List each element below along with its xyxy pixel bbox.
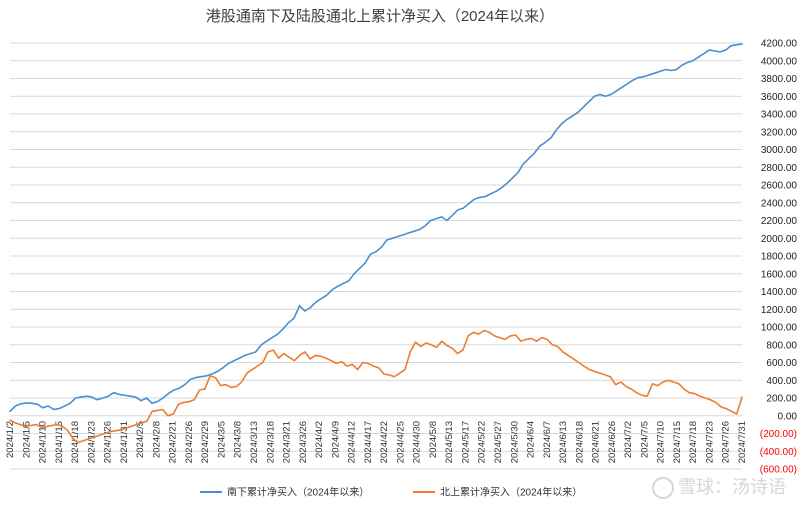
legend-label: 北上累计净买入（2024年以来） [440,486,582,499]
y-tick-label: 2200.00 [761,216,798,227]
x-tick-label: 2024/1/5 [21,421,32,458]
x-tick-label: 2024/7/2 [623,421,634,458]
x-tick-label: 2024/2/21 [168,421,179,463]
x-tick-label: 2024/7/23 [704,421,715,463]
y-tick-label: 4000.00 [761,56,798,67]
chart-title: 港股通南下及陆股通北上累计净买入（2024年以来） [206,8,554,25]
y-tick-label: 2600.00 [761,181,798,192]
x-tick-label: 2024/5/30 [509,421,520,463]
x-tick-label: 2024/1/10 [38,421,49,463]
legend: 南下累计净买入（2024年以来） 北上累计净买入（2024年以来） [200,486,582,499]
x-tick-label: 2024/7/5 [639,421,650,458]
x-tick-label: 2024/6/13 [558,421,569,463]
x-tick-label: 2024/5/8 [428,421,439,458]
x-tick-label: 2024/4/30 [412,421,423,463]
y-tick-label: 3400.00 [761,110,798,121]
y-tick-label: 1400.00 [761,287,798,298]
y-tick-label: 4200.00 [761,39,798,50]
y-tick-label: 400.00 [766,376,797,387]
x-tick-label: 2024/7/18 [688,421,699,463]
x-tick-label: 2024/4/25 [395,421,406,463]
y-tick-label: 1200.00 [761,305,798,316]
y-tick-label: (400.00) [760,447,797,458]
x-tick-label: 2024/2/8 [151,421,162,458]
x-tick-label: 2024/4/12 [347,421,358,463]
snowball-logo-icon [652,477,674,499]
y-tick-label: 1800.00 [761,252,798,263]
y-axis: 4200.00 4000.00 3800.00 3600.00 3400.00 3200.… [760,39,798,476]
y-tick-label: 2400.00 [761,198,798,209]
grid [10,42,742,470]
x-tick-label: 2024/4/2 [314,421,325,458]
y-tick-label: 3600.00 [761,92,798,103]
x-tick-label: 2024/1/26 [103,421,114,463]
x-tick-label: 2024/1/2 [5,421,16,458]
x-tick-label: 2024/1/31 [119,421,130,463]
x-tick-label: 2024/1/23 [86,421,97,463]
y-tick-label: 3200.00 [761,127,798,138]
x-tick-label: 2024/5/22 [477,421,488,463]
x-tick-label: 2024/5/27 [493,421,504,463]
x-tick-label: 2024/7/31 [737,421,748,463]
x-tick-label: 2024/2/5 [135,421,146,458]
x-tick-label: 2024/6/18 [574,421,585,463]
x-tick-label: 2024/4/9 [330,421,341,458]
y-tick-label: 2800.00 [761,163,798,174]
x-tick-label: 2024/6/26 [607,421,618,463]
x-tick-label: 2024/3/8 [233,421,244,458]
x-tick-label: 2024/7/10 [656,421,667,463]
y-tick-label: 0.00 [778,411,798,422]
x-tick-label: 2024/5/13 [444,421,455,463]
x-tick-label: 2024/7/15 [672,421,683,463]
x-tick-label: 2024/6/7 [542,421,553,458]
series-group [9,43,743,444]
x-tick-label: 2024/4/22 [379,421,390,463]
y-tick-label: 1000.00 [761,323,798,334]
x-tick-label: 2024/4/17 [363,421,374,463]
series-southbound-line [9,43,743,413]
x-tick-label: 2024/3/5 [216,421,227,458]
x-tick-label: 2024/2/26 [184,421,195,463]
x-axis: 2024/1/2 2024/1/5 2024/1/10 2024/1/15 2024/1… [5,421,748,463]
x-tick-label: 2024/1/18 [70,421,81,463]
x-tick-label: 2024/3/18 [265,421,276,463]
y-tick-label: 3000.00 [761,145,798,156]
x-tick-label: 2024/5/17 [460,421,471,463]
x-tick-label: 2024/2/29 [200,421,211,463]
x-tick-label: 2024/7/26 [721,421,732,463]
watermark: 雪球：汤诗语 [652,473,786,499]
x-tick-label: 2024/6/21 [591,421,602,463]
x-tick-label: 2024/3/13 [249,421,260,463]
y-tick-label: (200.00) [760,429,797,440]
y-tick-label: 3800.00 [761,74,798,85]
y-tick-label: 200.00 [766,394,797,405]
legend-label: 南下累计净买入（2024年以来） [227,486,369,499]
x-tick-label: 2024/3/21 [282,421,293,463]
x-tick-label: 2024/3/26 [298,421,309,463]
y-tick-label: 800.00 [766,340,797,351]
y-tick-label: (600.00) [760,465,797,476]
y-tick-label: 600.00 [766,358,797,369]
x-tick-label: 2024/1/15 [54,421,65,463]
series-northbound-line [9,329,743,444]
y-tick-label: 2000.00 [761,234,798,245]
y-tick-label: 1600.00 [761,269,798,280]
x-tick-label: 2024/6/4 [526,421,537,458]
